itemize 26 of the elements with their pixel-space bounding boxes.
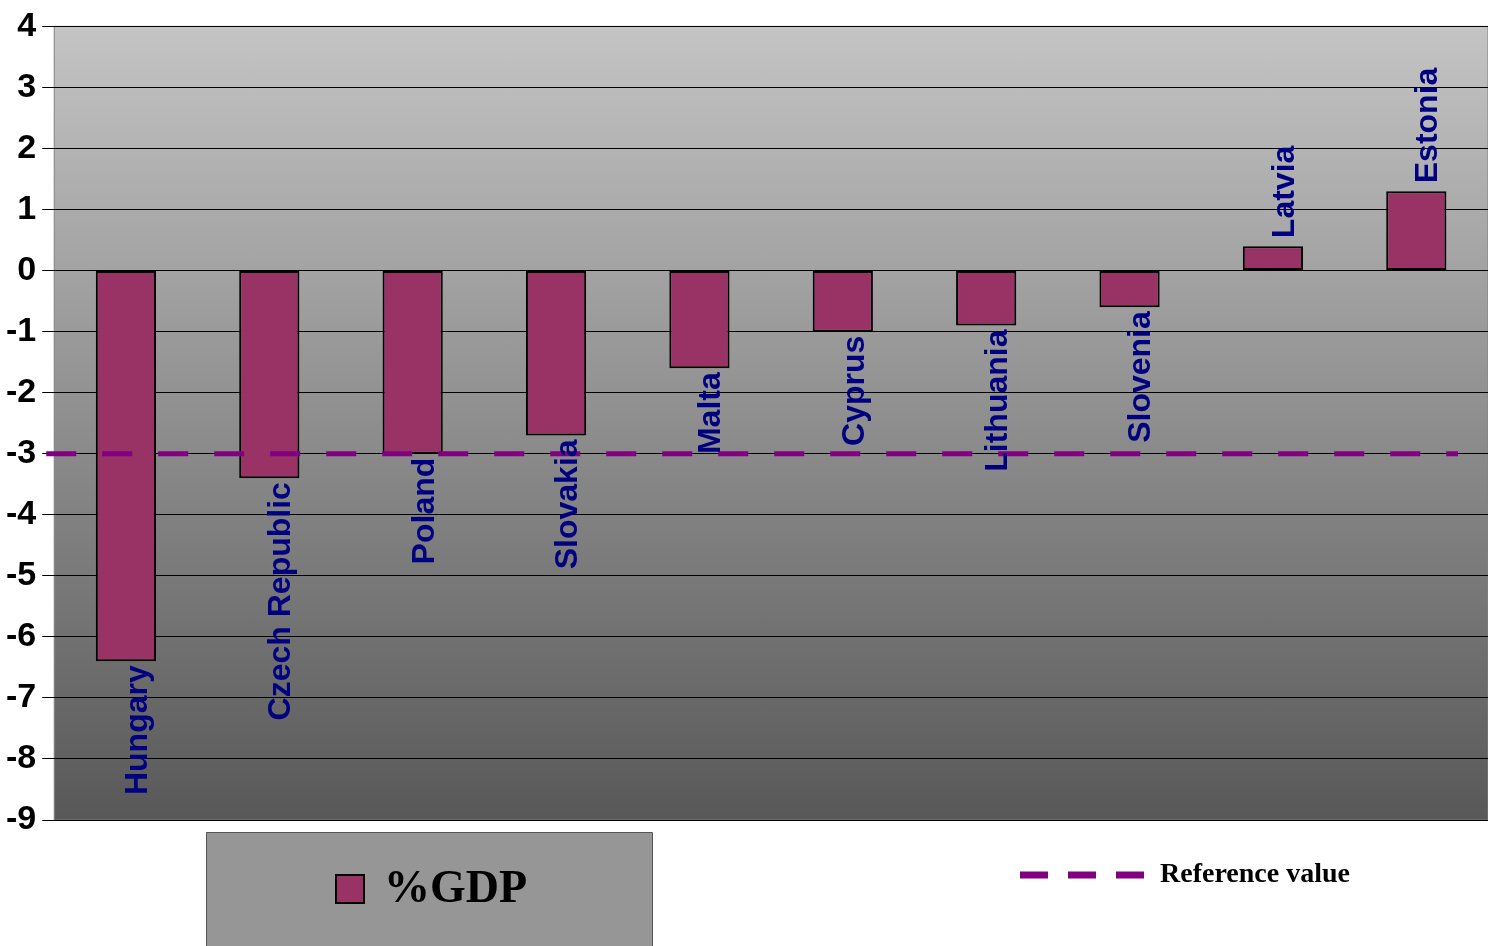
- x-tick-label: Cyprus: [834, 335, 871, 446]
- y-tick-label: 1: [17, 187, 37, 226]
- x-tick-label: Lithuania: [978, 329, 1015, 472]
- y-tick-label: 4: [17, 4, 37, 43]
- y-tick-label: -4: [6, 493, 37, 532]
- x-tick-label: Poland: [404, 457, 441, 565]
- x-tick-label: Malta: [691, 372, 728, 455]
- y-tick-label: -6: [6, 615, 37, 654]
- x-tick-label: Estonia: [1408, 67, 1445, 184]
- x-tick-label: Slovakia: [547, 439, 584, 570]
- y-tick-label: -8: [6, 737, 37, 776]
- y-tick-label: -1: [6, 310, 37, 349]
- x-tick-label: Czech Republic: [261, 482, 298, 721]
- x-tick-label: Latvia: [1264, 145, 1301, 239]
- x-tick-label: Slovenia: [1121, 311, 1158, 443]
- y-tick-label: 3: [17, 65, 37, 104]
- y-tick-label: -5: [6, 554, 37, 593]
- y-tick-label: 2: [17, 126, 37, 165]
- y-tick-label: -2: [6, 371, 37, 410]
- y-tick-label: -3: [6, 432, 37, 471]
- legend-label: Reference value: [1160, 857, 1350, 889]
- y-tick-label: 0: [17, 248, 37, 287]
- y-tick-label: -9: [6, 798, 37, 837]
- legend-label: %GDP: [384, 860, 528, 912]
- x-tick-label: Hungary: [117, 665, 154, 796]
- y-tick-label: -7: [6, 676, 37, 715]
